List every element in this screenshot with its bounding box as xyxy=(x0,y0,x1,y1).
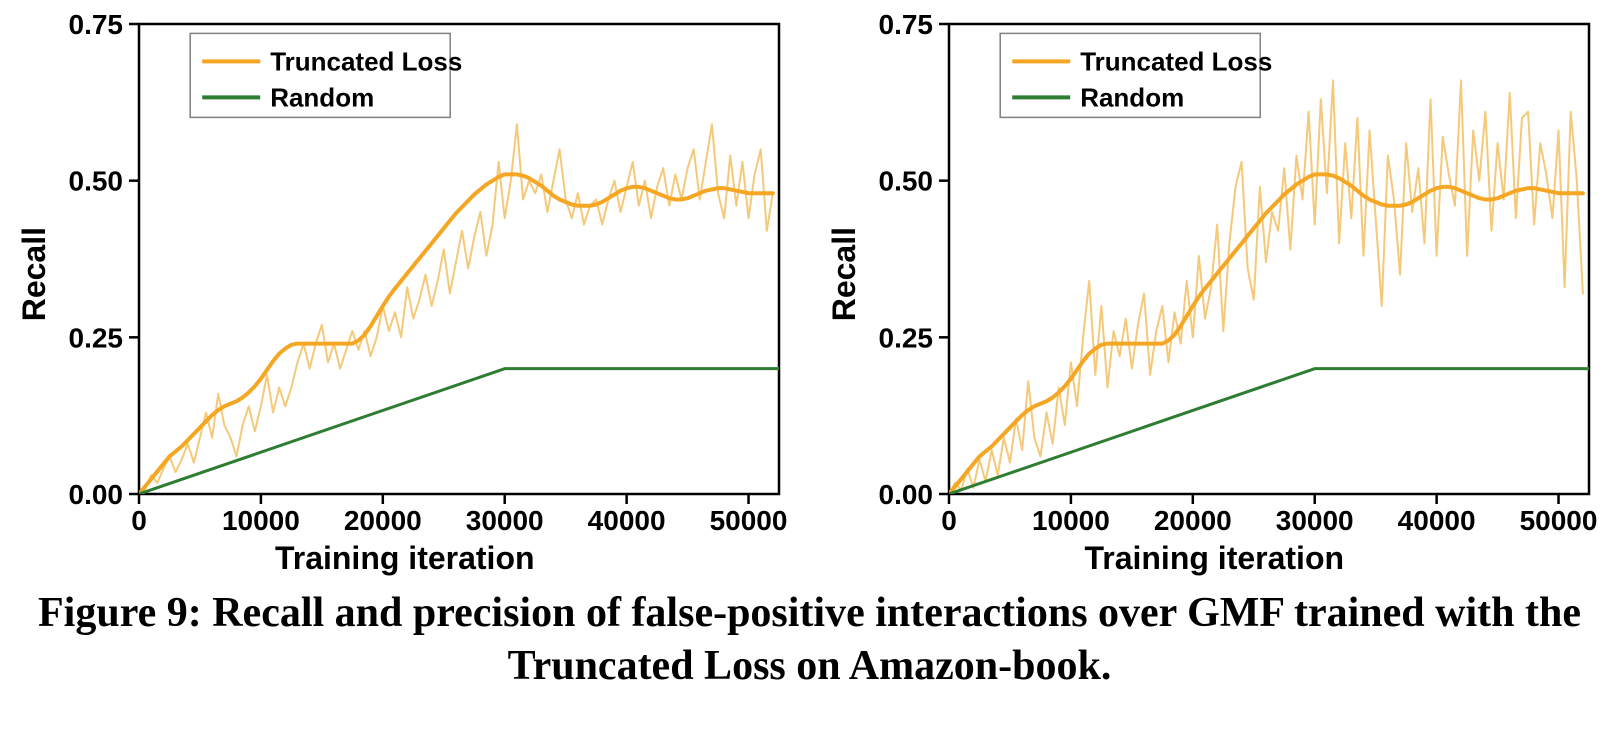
svg-text:0.50: 0.50 xyxy=(69,166,124,197)
svg-text:40000: 40000 xyxy=(588,505,666,536)
svg-text:Truncated Loss: Truncated Loss xyxy=(1080,46,1272,76)
svg-text:Random: Random xyxy=(1080,82,1184,112)
panel-left: Recall 0 10000 20000 30000 40000 50000 0.00 0.2… xyxy=(16,10,793,577)
svg-text:0: 0 xyxy=(941,505,957,536)
y-axis-label: Recall xyxy=(16,227,53,321)
svg-text:0.75: 0.75 xyxy=(878,10,933,40)
svg-text:Random: Random xyxy=(270,82,374,112)
svg-text:30000: 30000 xyxy=(466,505,544,536)
svg-text:50000: 50000 xyxy=(710,505,788,536)
svg-text:0: 0 xyxy=(131,505,147,536)
svg-text:40000: 40000 xyxy=(1397,505,1475,536)
svg-text:0.00: 0.00 xyxy=(878,479,933,510)
svg-text:Truncated Loss: Truncated Loss xyxy=(270,46,462,76)
svg-text:0.50: 0.50 xyxy=(878,166,933,197)
svg-text:10000: 10000 xyxy=(1032,505,1110,536)
chart-wrap-right: Recall 0 10000 20000 30000 40000 50000 0.00 0.2… xyxy=(826,10,1603,538)
svg-text:30000: 30000 xyxy=(1276,505,1354,536)
y-axis-label: Recall xyxy=(826,227,863,321)
svg-text:10000: 10000 xyxy=(222,505,300,536)
chart-svg-right: 0 10000 20000 30000 40000 50000 0.00 0.25 0.50 0.… xyxy=(867,10,1603,538)
svg-text:50000: 50000 xyxy=(1519,505,1597,536)
panel-right: Recall 0 10000 20000 30000 40000 50000 0.00 0.2… xyxy=(826,10,1603,577)
svg-text:0.25: 0.25 xyxy=(878,322,933,353)
svg-text:20000: 20000 xyxy=(344,505,422,536)
svg-text:20000: 20000 xyxy=(1154,505,1232,536)
x-axis-label: Training iteration xyxy=(1084,540,1344,577)
figure-container: Recall 0 10000 20000 30000 40000 50000 0.00 0.2… xyxy=(0,0,1619,698)
x-axis-label: Training iteration xyxy=(275,540,535,577)
panel-row: Recall 0 10000 20000 30000 40000 50000 0.00 0.2… xyxy=(0,10,1619,577)
svg-text:0.00: 0.00 xyxy=(69,479,124,510)
chart-wrap-left: Recall 0 10000 20000 30000 40000 50000 0.00 0.2… xyxy=(16,10,793,538)
chart-svg-left: 0 10000 20000 30000 40000 50000 0.00 0.25 0.50 0.… xyxy=(57,10,793,538)
svg-text:0.75: 0.75 xyxy=(69,10,124,40)
figure-caption: Figure 9: Recall and precision of false-… xyxy=(0,577,1619,698)
svg-text:0.25: 0.25 xyxy=(69,322,124,353)
